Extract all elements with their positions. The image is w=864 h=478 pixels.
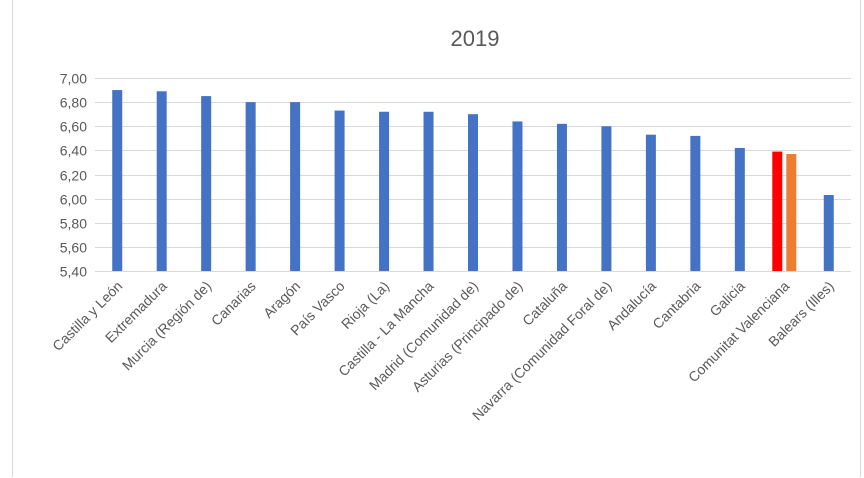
bar [290,102,301,271]
bar [112,90,123,271]
bar [772,151,783,271]
y-tick-label: 5,60 [60,240,87,256]
bar [334,110,345,271]
bar-chart: 2019 5,40 5,60 5,80 6,00 6,20 6,40 6,60 6,80 7,0… [49,26,851,424]
bar [512,121,523,271]
y-axis-tick-labels: 5,40 5,60 5,80 6,00 6,20 6,40 6,60 6,80 7,00 [60,71,87,280]
bar-secondary [786,153,797,271]
y-tick-label: 5,40 [60,264,87,280]
bar [201,96,212,271]
y-tick-label: 6,40 [60,143,87,159]
chart-frame: 2019 5,40 5,60 5,80 6,00 6,20 6,40 6,60 6,80 7,0… [12,0,861,477]
x-category-label: Aragón [260,278,303,321]
bar [468,114,478,271]
bar [645,134,656,271]
bars [112,90,834,272]
y-tick-label: 6,00 [60,192,87,208]
bar [156,91,167,271]
x-category-label: Cantabria [649,278,703,332]
bar [823,195,834,271]
y-tick-label: 7,00 [60,71,87,87]
bar [734,147,745,271]
bar [601,126,612,271]
y-tick-label: 6,80 [60,95,87,111]
y-tick-label: 6,60 [60,119,87,135]
x-category-label: Galicia [706,278,748,320]
y-tick-label: 5,80 [60,216,87,232]
bar [556,123,567,272]
y-tick-label: 6,20 [60,168,87,184]
x-category-label: Canarias [208,278,259,329]
bar [690,135,701,271]
bar [245,102,256,271]
chart-title: 2019 [451,26,500,51]
x-category-label: Andalucía [604,278,659,333]
bar [379,111,390,272]
bar [423,111,434,272]
